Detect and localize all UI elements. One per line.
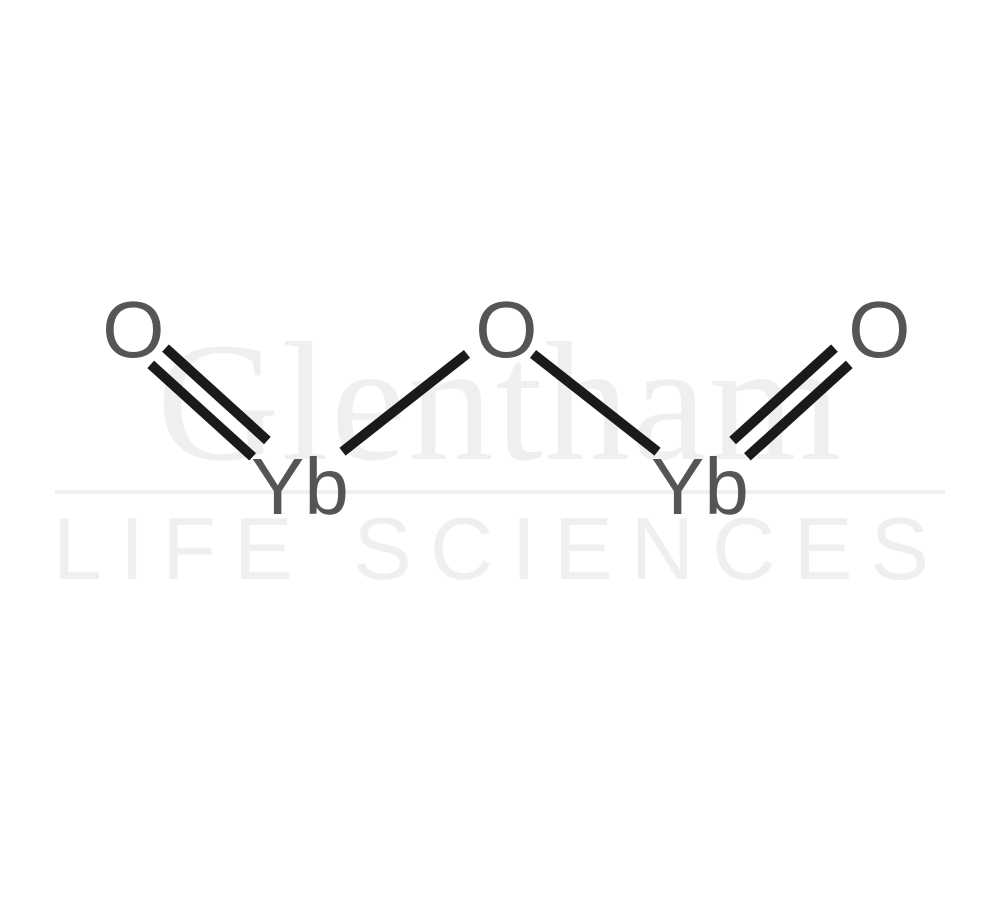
canvas: Glentham LIFE SCIENCES O Yb O Yb O xyxy=(0,0,1000,900)
bond-layer xyxy=(0,0,1000,900)
